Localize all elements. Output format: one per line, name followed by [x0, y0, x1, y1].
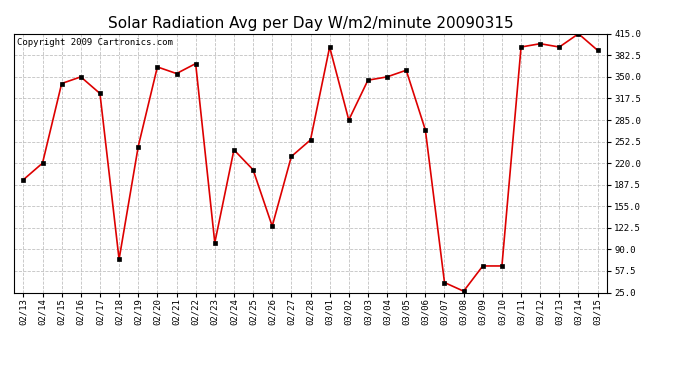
Text: Copyright 2009 Cartronics.com: Copyright 2009 Cartronics.com [17, 38, 172, 46]
Title: Solar Radiation Avg per Day W/m2/minute 20090315: Solar Radiation Avg per Day W/m2/minute … [108, 16, 513, 31]
